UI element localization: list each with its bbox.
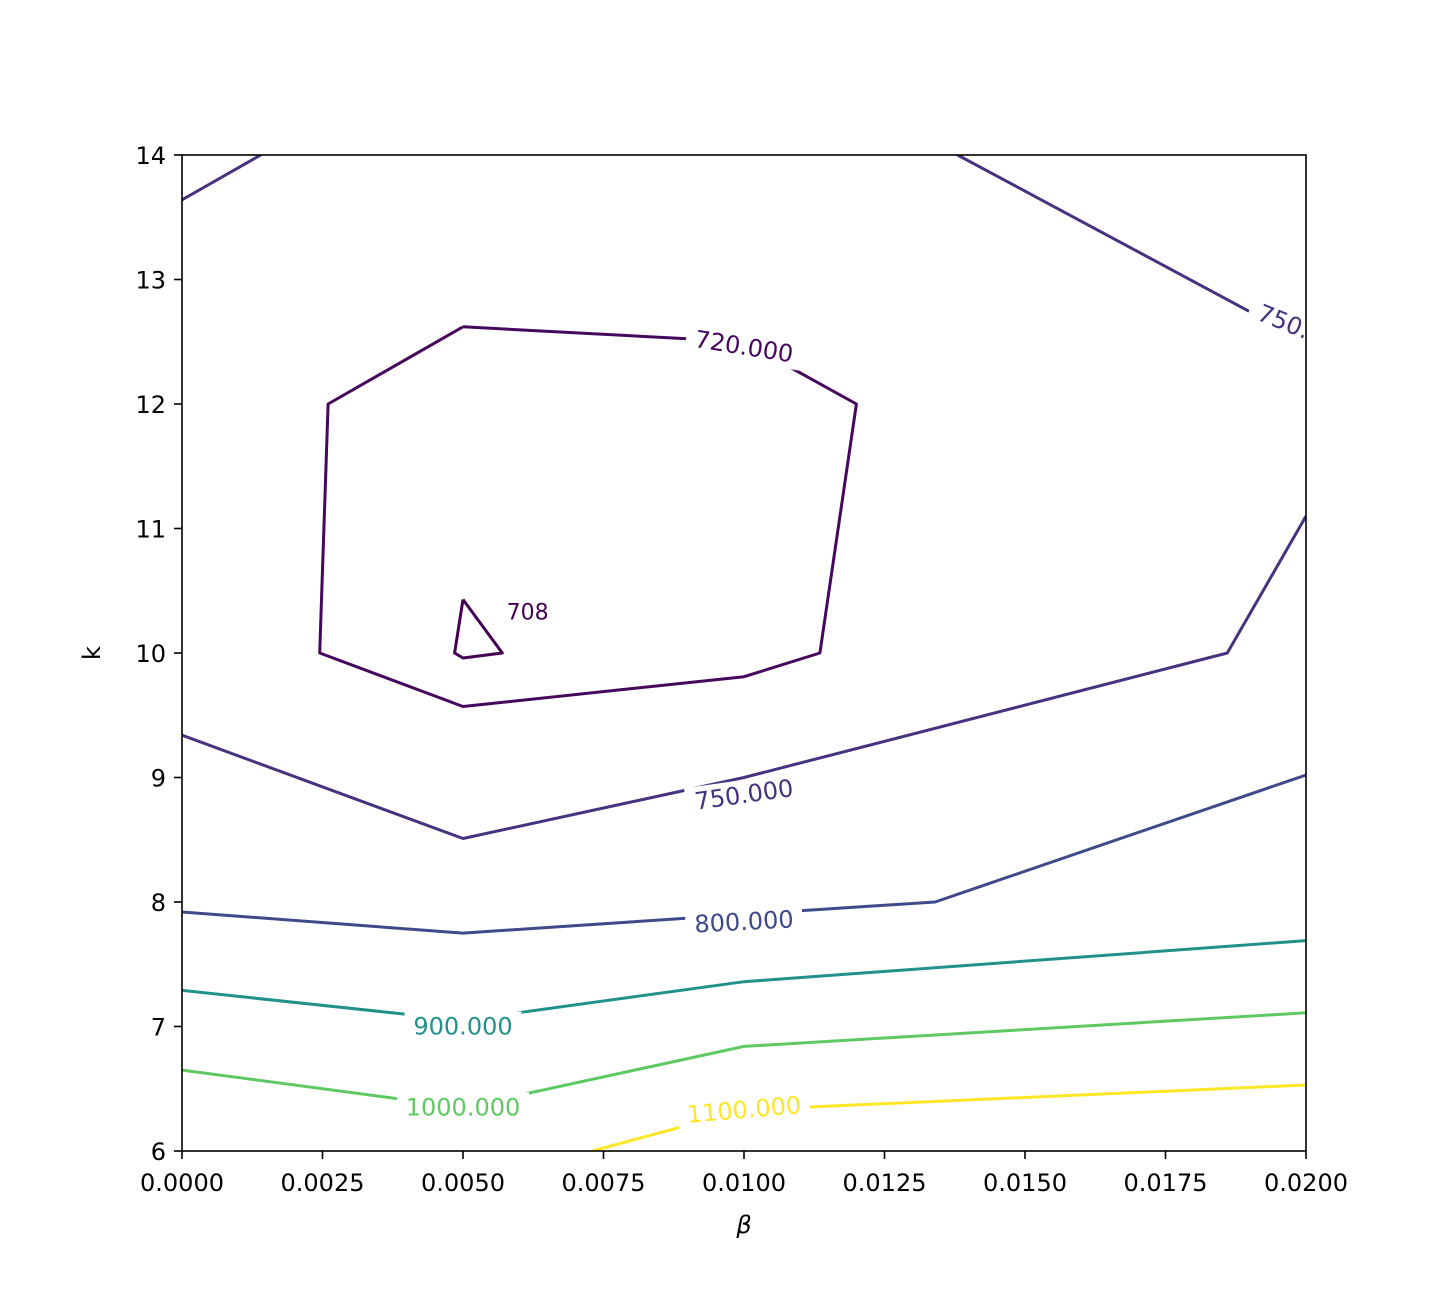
contour-label-5: 800.000 bbox=[684, 903, 804, 940]
y-tick-label: 8 bbox=[151, 889, 166, 917]
contour-line-750-1 bbox=[182, 155, 262, 202]
contour-label-text: 708 bbox=[507, 601, 549, 626]
contour-label-gap bbox=[404, 1011, 522, 1042]
contour-line-900 bbox=[182, 939, 1306, 1022]
contour-line-708 bbox=[453, 598, 504, 660]
y-tick-label: 7 bbox=[151, 1014, 166, 1042]
contour-label-text: 800.000 bbox=[694, 905, 795, 938]
contour-label-gap bbox=[397, 1092, 529, 1123]
contour-label-gap bbox=[1244, 294, 1306, 350]
x-tick-label: 0.0175 bbox=[1124, 1169, 1208, 1197]
x-tick-label: 0.0150 bbox=[983, 1169, 1067, 1197]
x-tick-label: 0.0200 bbox=[1264, 1169, 1348, 1197]
contour-label-gap bbox=[676, 1089, 812, 1131]
y-tick-label: 10 bbox=[135, 640, 166, 668]
contour-label-gap bbox=[684, 903, 804, 940]
contour-label-text: 1000.000 bbox=[406, 1093, 521, 1121]
x-tick-label: 0.0075 bbox=[562, 1169, 646, 1197]
contour-label-gap bbox=[683, 771, 805, 818]
y-tick-label: 14 bbox=[135, 142, 166, 170]
contour-line-1000 bbox=[182, 1011, 1306, 1109]
x-tick-label: 0.0100 bbox=[702, 1169, 786, 1197]
y-axis: 6 7 8 9 10 11 12 13 14 bbox=[135, 142, 182, 1166]
y-tick-label: 13 bbox=[135, 267, 166, 295]
contour-label-1: 708 bbox=[507, 601, 549, 626]
contour-line-750-2 bbox=[956, 155, 1306, 344]
x-tick-label: 0.0050 bbox=[421, 1169, 505, 1197]
x-tick-label: 0.0025 bbox=[281, 1169, 365, 1197]
contour-label-text: 900.000 bbox=[413, 1013, 512, 1041]
contour-label-gap bbox=[683, 322, 805, 371]
x-tick-label: 0.0000 bbox=[140, 1169, 224, 1197]
y-tick-label: 9 bbox=[151, 765, 166, 793]
y-tick-label: 6 bbox=[151, 1138, 166, 1166]
x-axis-label: β bbox=[735, 1211, 751, 1239]
contour-line-750-3 bbox=[182, 515, 1306, 840]
contour-labels: 708720.000750.750.000800.000900.0001000.… bbox=[397, 294, 1306, 1131]
contour-label-8: 1100.000 bbox=[676, 1089, 812, 1131]
y-tick-label: 12 bbox=[135, 391, 166, 419]
y-tick-label: 11 bbox=[135, 516, 166, 544]
x-axis: 0.0000 0.0025 0.0050 0.0075 0.0100 0.0125 0.01… bbox=[140, 1151, 1348, 1197]
x-tick-label: 0.0125 bbox=[843, 1169, 927, 1197]
y-axis-label: k bbox=[78, 646, 106, 660]
contour-label-7: 1000.000 bbox=[397, 1092, 529, 1123]
contour-label-6: 900.000 bbox=[404, 1011, 522, 1042]
